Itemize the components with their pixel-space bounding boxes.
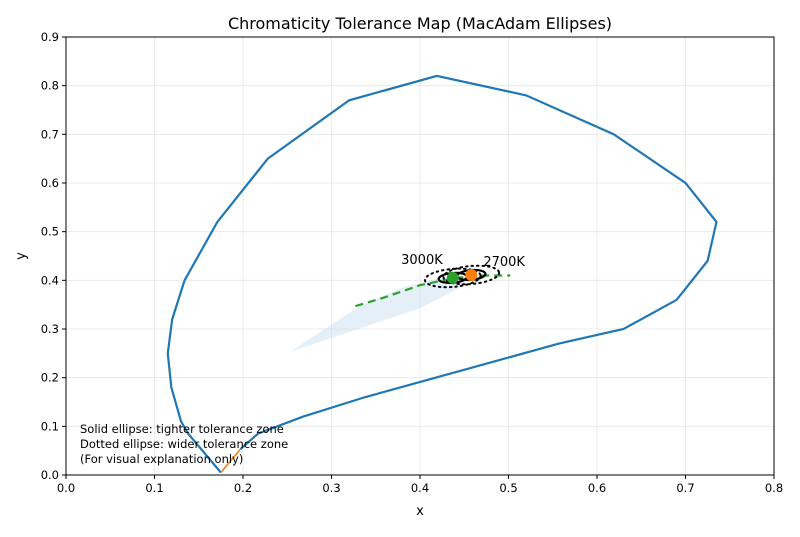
x-axis-label: x	[416, 504, 424, 519]
annotation-line-1: Solid ellipse: tighter tolerance zone	[80, 422, 284, 436]
y-tick-label: 0.0	[41, 468, 59, 482]
x-tick-label: 0.6	[588, 481, 606, 495]
axis-ticks: 0.0 0.1 0.2 0.3 0.4 0.5 0.6 0.7 0.8 0.0 0.1 0.2 0.3 0…	[41, 30, 783, 495]
y-tick-label: 0.6	[41, 176, 59, 190]
y-tick-label: 0.1	[41, 419, 59, 433]
annotation-line-3: (For visual explanation only)	[80, 452, 243, 466]
y-tick-label: 0.5	[41, 225, 59, 239]
target-label: 3000K	[401, 253, 443, 268]
y-tick-label: 0.9	[41, 30, 59, 44]
chart-title: Chromaticity Tolerance Map (MacAdam Elli…	[228, 14, 612, 33]
x-tick-label: 0.8	[765, 481, 783, 495]
x-tick-label: 0.0	[57, 481, 75, 495]
y-axis-label: y	[14, 252, 29, 260]
x-tick-label: 0.5	[499, 481, 517, 495]
y-tick-label: 0.2	[41, 371, 59, 385]
y-tick-label: 0.3	[41, 322, 59, 336]
y-tick-label: 0.4	[41, 273, 59, 287]
x-tick-label: 0.1	[145, 481, 163, 495]
y-tick-label: 0.8	[41, 79, 59, 93]
target-point	[446, 271, 459, 284]
target-point	[465, 268, 478, 281]
dotted-ellipse	[423, 267, 482, 289]
y-tick-label: 0.7	[41, 127, 59, 141]
planckian-locus-line	[355, 274, 511, 308]
plot-marks: 3000K 2700K	[166, 74, 718, 474]
x-tick-label: 0.7	[676, 481, 694, 495]
spectral-locus-line	[166, 74, 718, 474]
x-tick-label: 0.2	[234, 481, 252, 495]
annotation-box: Solid ellipse: tighter tolerance zone Do…	[80, 422, 288, 466]
x-tick-label: 0.4	[411, 481, 429, 495]
x-tick-label: 0.3	[322, 481, 340, 495]
annotation-line-2: Dotted ellipse: wider tolerance zone	[80, 437, 288, 451]
dotted-ellipse	[442, 264, 501, 286]
target-label: 2700K	[483, 255, 525, 270]
purple-line	[220, 448, 241, 474]
tolerance-shaded-region	[289, 277, 474, 352]
